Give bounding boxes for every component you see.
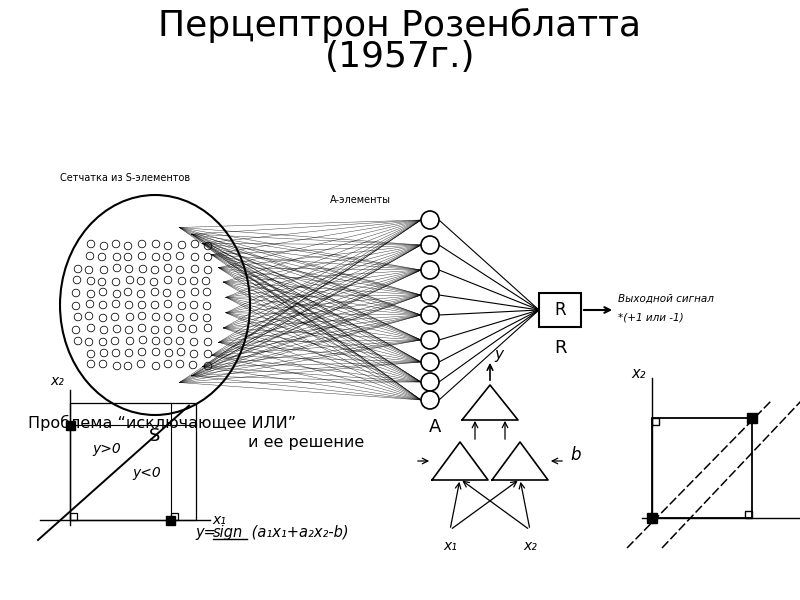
Text: y<0: y<0 (132, 466, 161, 480)
Text: Проблема “исключающее ИЛИ”: Проблема “исключающее ИЛИ” (28, 415, 296, 431)
Circle shape (421, 286, 439, 304)
Bar (747, 413, 757, 423)
Circle shape (421, 306, 439, 324)
Bar (166, 515, 175, 524)
Text: sign: sign (213, 524, 243, 539)
Text: (a₁x₁+a₂x₂-b): (a₁x₁+a₂x₂-b) (247, 524, 349, 539)
Text: b: b (570, 446, 581, 464)
Text: S: S (150, 427, 161, 445)
Text: (1957г.): (1957г.) (325, 40, 475, 74)
Bar (745, 511, 752, 518)
Text: x₂: x₂ (50, 374, 64, 388)
Bar (647, 513, 657, 523)
Circle shape (421, 353, 439, 371)
Text: y: y (494, 347, 503, 362)
Circle shape (421, 391, 439, 409)
Text: y=: y= (195, 524, 221, 539)
Bar (539, 293, 581, 327)
Text: *(+1 или -1): *(+1 или -1) (618, 312, 684, 322)
Text: x₁: x₁ (443, 539, 457, 553)
Text: y>0: y>0 (92, 442, 121, 455)
Bar (652, 418, 659, 425)
Circle shape (421, 236, 439, 254)
Text: Выходной сигнал: Выходной сигнал (618, 294, 714, 304)
Text: и ее решение: и ее решение (248, 435, 364, 450)
Circle shape (421, 261, 439, 279)
Text: R: R (554, 339, 566, 357)
Bar (171, 513, 178, 520)
Text: x₁: x₁ (212, 513, 226, 527)
Text: x₂: x₂ (631, 365, 646, 380)
Bar (70, 403, 196, 520)
Circle shape (421, 211, 439, 229)
Text: Сетчатка из S-элементов: Сетчатка из S-элементов (60, 173, 190, 183)
Bar (70, 513, 77, 520)
Text: x₂: x₂ (523, 539, 537, 553)
Text: R: R (554, 301, 566, 319)
Bar (66, 421, 74, 430)
Text: А-элементы: А-элементы (330, 195, 391, 205)
Text: Перцептрон Розенблатта: Перцептрон Розенблатта (158, 8, 642, 43)
Text: A: A (429, 418, 441, 436)
Bar (652, 418, 752, 518)
Circle shape (421, 331, 439, 349)
Circle shape (421, 373, 439, 391)
